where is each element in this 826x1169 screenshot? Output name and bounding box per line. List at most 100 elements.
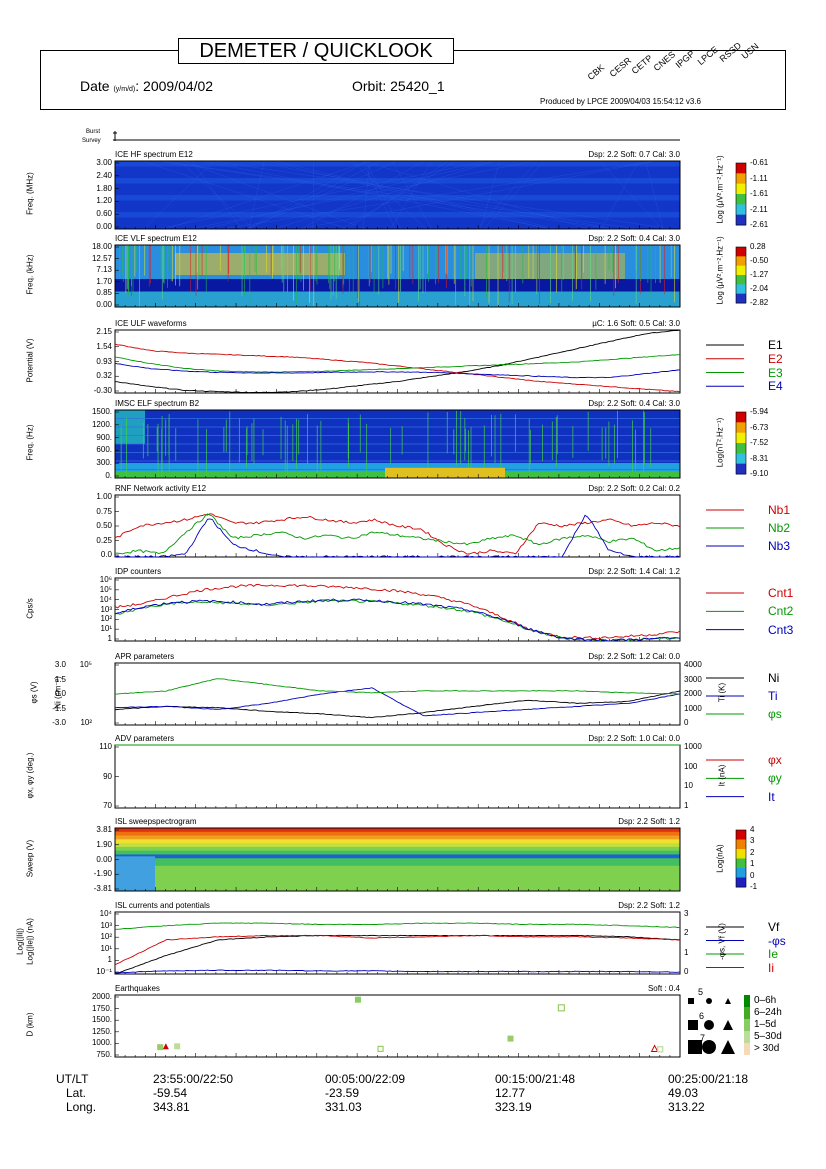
eq-size-circle [704,1020,714,1030]
hf-streak [247,160,397,230]
panel-info: Soft : 0.4 [647,984,680,993]
y-tick-label: 10⁴ [99,594,112,604]
series-line-E4 [114,362,681,379]
legend-label: Cnt3 [768,622,794,637]
y-tick-label: 0. [105,471,112,480]
survey-label: Survey [82,138,101,144]
hf-streak [341,160,456,230]
eq-point [162,1043,169,1050]
hf-streak [267,160,549,230]
isl-band [115,839,680,844]
eq-age-swatch [744,1019,750,1031]
y-tick-label: 2000. [91,992,112,1001]
time-col-time: 00:15:00/21:48 [495,1072,576,1086]
legend-label: -φs [768,933,786,948]
legend-label: φx [768,753,782,767]
colorbar-seg [736,453,746,465]
elf-hot [385,467,505,478]
colorbar-seg [736,443,746,454]
vlf-burst-2 [475,253,625,279]
colorbar-seg [736,163,746,174]
row-label: Lat. [66,1086,87,1100]
y-tick-label: 0.00 [96,854,112,864]
legend-label: E3 [768,365,783,380]
eq-size-triangle [725,998,731,1004]
right-tick-label: 1 [684,947,689,957]
hf-streak [362,160,589,230]
time-col-lat: -23.59 [325,1086,360,1100]
heatmap-3 [115,409,680,478]
legend-label: E2 [768,351,783,366]
panel-title: RNF Network activity E12 [115,484,207,493]
legend-label: Ni [768,671,780,685]
time-col-long: 331.03 [325,1100,362,1114]
colorbar-frame-3 [735,411,747,475]
hf-streak [159,160,612,230]
isl-band [115,850,680,856]
hf-streak [600,160,639,230]
right-tick-label: 1000 [684,742,702,751]
y-tick-label: 750. [96,1050,112,1059]
series-line-Cnt1 [114,583,681,640]
colorbar-seg [736,204,746,216]
hf-streak [391,160,433,230]
legend-label: φy [768,771,782,786]
colorbar-tick: 3 [750,836,755,846]
hf-streak [599,160,663,230]
y-axis-label: Freq. (Hz) [25,424,35,461]
y-tick-label: 1.70 [96,276,112,286]
y2-tick-label: 1.5 [54,674,66,684]
hf-streak [273,160,495,230]
colorbar-seg [736,858,746,869]
hf-band [115,195,680,201]
colorbar-seg [736,412,746,423]
legend-label: Cnt2 [768,604,794,619]
colorbar-tick: -1.27 [750,270,769,279]
y-axis-label: Log(|Ie|) (nA) [25,918,35,965]
panel-frame-10 [114,994,681,1058]
hf-streak [645,160,664,230]
y-tick-label: 0.25 [96,535,112,545]
y-tick-label: 10³ [100,920,112,930]
eq-size-label: 7 [700,1033,706,1043]
colorbar-tick: 0.28 [750,242,766,251]
y-tick-label: 1.90 [96,839,112,849]
panel-info: Dsp: 2.2 Soft: 1.4 Cal: 1.2 [588,567,680,576]
time-col-long: 323.19 [495,1100,532,1114]
y-tick-label: 12.57 [91,253,112,263]
colorbar-seg [736,256,746,267]
series-line-Ni [114,690,681,719]
panel-frame-2 [114,329,681,394]
colorbar-tick: -7.52 [750,438,769,447]
colorbar-tick: -1 [750,882,758,891]
y-tick-label: 600. [96,445,112,455]
legend-label: E1 [768,338,783,352]
eq-point [507,1035,514,1042]
series-line-Cnt3 [114,598,681,642]
y-tick-label: 1.54 [96,341,112,351]
y2-axis-label: φs (V) [29,681,39,704]
legend-label: It [768,789,775,804]
right-tick-label: 2000 [684,689,702,698]
heatmap-0 [115,160,680,230]
time-col-lat: 49.03 [668,1086,699,1100]
right-tick-label: 3000 [684,674,702,684]
hf-streak [480,160,500,230]
hf-streak [390,160,432,230]
eq-size-square [688,998,694,1004]
series-line-φs [115,678,681,695]
series-line-Ii [114,934,681,966]
panel-title: ADV parameters [115,734,175,743]
legend-label: Cnt1 [768,586,794,600]
panel-title: ICE VLF spectrum E12 [115,234,197,243]
isl-zero [115,854,680,859]
page-title: DEMETER / QUICKLOOK [178,38,454,64]
y-tick-label: 1500. [91,407,112,416]
heatmap-1 [115,245,680,307]
series-line-E1 [114,329,681,394]
y-tick-label: 1.80 [96,183,112,193]
eq-size-circle [702,1040,716,1054]
eq-age-swatch [744,995,750,1007]
colorbar-seg [736,247,746,257]
legend-label: Vf [768,920,780,934]
